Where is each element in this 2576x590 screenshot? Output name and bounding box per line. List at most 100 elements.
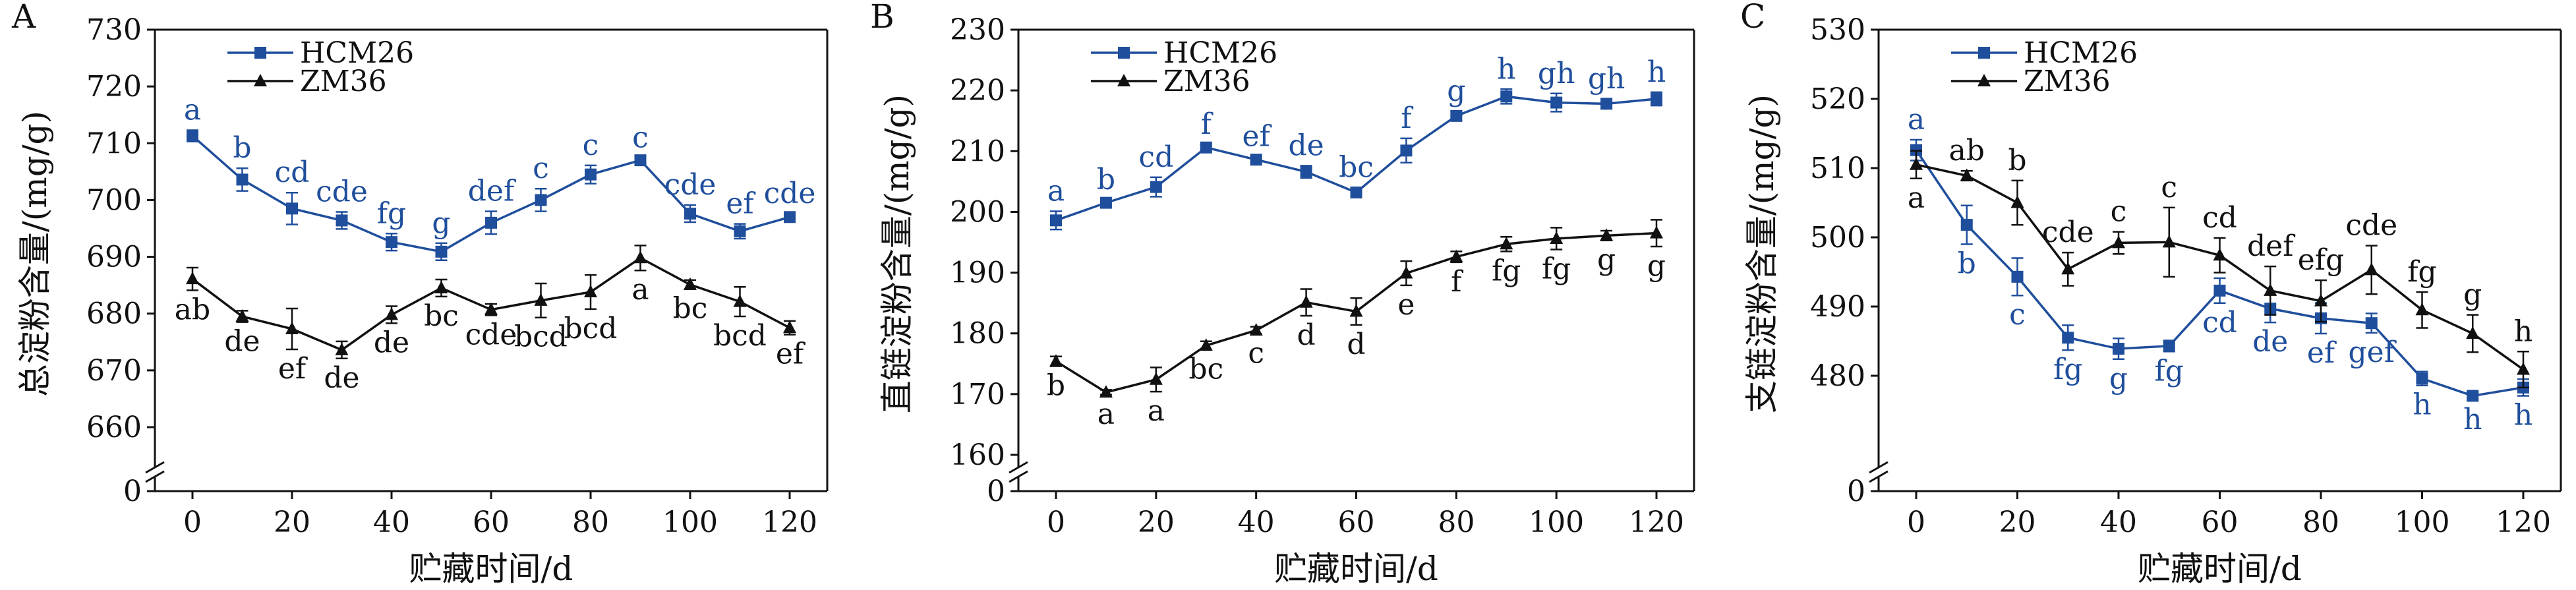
data-point	[286, 202, 298, 215]
y-tick-label: 200	[950, 195, 1005, 229]
legend-marker	[1118, 47, 1130, 59]
axis-break-mark	[145, 470, 165, 483]
significance-letter: cde	[2345, 209, 2397, 243]
y-tick-label: 230	[950, 13, 1005, 47]
data-point	[235, 309, 249, 322]
data-point	[1600, 228, 1614, 241]
y-tick-label: 500	[1810, 221, 1865, 254]
significance-letter: a	[631, 273, 649, 307]
legend-marker	[254, 74, 267, 86]
x-tick-label: 40	[373, 506, 410, 539]
significance-letter: gef	[2349, 336, 2397, 369]
data-point	[634, 154, 647, 167]
significance-letter: b	[1047, 369, 1065, 402]
y-tick-label: 690	[86, 241, 142, 274]
significance-letter: f	[1451, 265, 1463, 299]
legend-marker	[1117, 74, 1130, 86]
legend-label: HCM26	[1163, 36, 1277, 70]
axis-break-mark	[1869, 470, 1888, 483]
x-axis-title: 贮藏时间/d	[409, 550, 573, 588]
significance-letter: c	[1248, 337, 1264, 370]
significance-letter: h	[2413, 388, 2431, 422]
y-axis-title: 总淀粉含量/(mg/g)	[16, 111, 54, 397]
significance-letter: a	[184, 93, 201, 127]
significance-letter: h	[1647, 55, 1666, 89]
legend-entry: HCM26	[1091, 36, 1277, 70]
significance-letter: g	[1447, 74, 1465, 107]
data-point	[2365, 317, 2378, 330]
data-point	[1299, 295, 1313, 308]
significance-letter: gh	[1538, 57, 1575, 90]
data-point	[1449, 249, 1463, 262]
data-point	[2112, 235, 2125, 249]
significance-letter: cde	[664, 168, 717, 202]
significance-letter: cde	[2042, 216, 2094, 249]
significance-letter: cd	[2202, 201, 2237, 235]
data-point	[585, 168, 597, 181]
y-tick-label: 180	[950, 317, 1005, 351]
y-tick-label: 660	[86, 411, 142, 444]
legend-label: HCM26	[300, 36, 414, 70]
legend-entry: ZM36	[1951, 65, 2111, 98]
significance-letter: bcd	[514, 320, 568, 354]
x-tick-label: 100	[1529, 506, 1584, 539]
significance-letter: efg	[2298, 243, 2345, 277]
significance-letter: cde	[764, 177, 816, 210]
data-point	[584, 284, 597, 297]
significance-letter: bcd	[564, 312, 618, 345]
data-point	[1099, 196, 1112, 209]
data-point	[684, 277, 697, 290]
data-point	[1349, 304, 1363, 317]
data-point	[1650, 225, 1663, 239]
y-tick-label: 210	[950, 134, 1005, 168]
significance-letter: f	[1401, 102, 1413, 135]
axis-break-mark	[1009, 470, 1028, 483]
x-tick-label: 100	[2395, 506, 2450, 539]
y-tick-label: 720	[86, 70, 142, 103]
y-tick-label: 0	[987, 475, 1005, 508]
significance-letter: bcd	[713, 319, 767, 353]
data-point	[1350, 186, 1362, 198]
data-point	[783, 320, 796, 334]
data-point	[2213, 248, 2227, 261]
significance-letter: bc	[1339, 151, 1374, 185]
data-point	[1910, 157, 1923, 170]
panel-c: 0 480 490 500 510 520 530 0 20 40 60 80 100 120 贮藏时间/d…	[1740, 0, 2562, 588]
x-tick-label: 0	[1907, 506, 1925, 539]
data-point	[285, 321, 299, 334]
significance-letter: ef	[726, 187, 755, 221]
data-point	[1960, 219, 1973, 231]
significance-letter: h	[2514, 314, 2532, 348]
significance-letter: fg	[2407, 255, 2436, 289]
data-point	[335, 342, 349, 355]
x-tick-label: 40	[2100, 506, 2137, 539]
data-point	[187, 130, 198, 142]
x-tick-label: 40	[1238, 506, 1275, 539]
significance-letter: b	[233, 131, 251, 165]
significance-letter: f	[1201, 107, 1214, 141]
data-point	[2415, 303, 2429, 316]
significance-letter: bc	[673, 292, 708, 326]
significance-letter: a	[1047, 175, 1065, 208]
significance-letter: a	[1908, 103, 1925, 136]
data-point	[1399, 266, 1413, 279]
legend-entry: HCM26	[1951, 36, 2138, 70]
significance-letter: g	[432, 206, 450, 240]
axis-break-mark	[1869, 461, 1888, 474]
data-point	[1150, 181, 1162, 193]
significance-letter: h	[2514, 398, 2532, 432]
significance-letter: gh	[1588, 62, 1625, 96]
significance-letter: de	[1288, 129, 1324, 162]
significance-letter: de	[224, 325, 260, 359]
data-point	[535, 194, 547, 206]
significance-letter: fg	[377, 196, 406, 230]
data-point	[385, 307, 398, 320]
data-point	[1651, 93, 1662, 105]
significance-letter: cd	[2202, 306, 2237, 339]
significance-letter: def	[468, 175, 516, 208]
significance-letter: g	[2109, 362, 2128, 396]
x-tick-label: 100	[662, 506, 718, 539]
significance-letter: ef	[2307, 336, 2337, 370]
data-point	[2163, 339, 2175, 352]
